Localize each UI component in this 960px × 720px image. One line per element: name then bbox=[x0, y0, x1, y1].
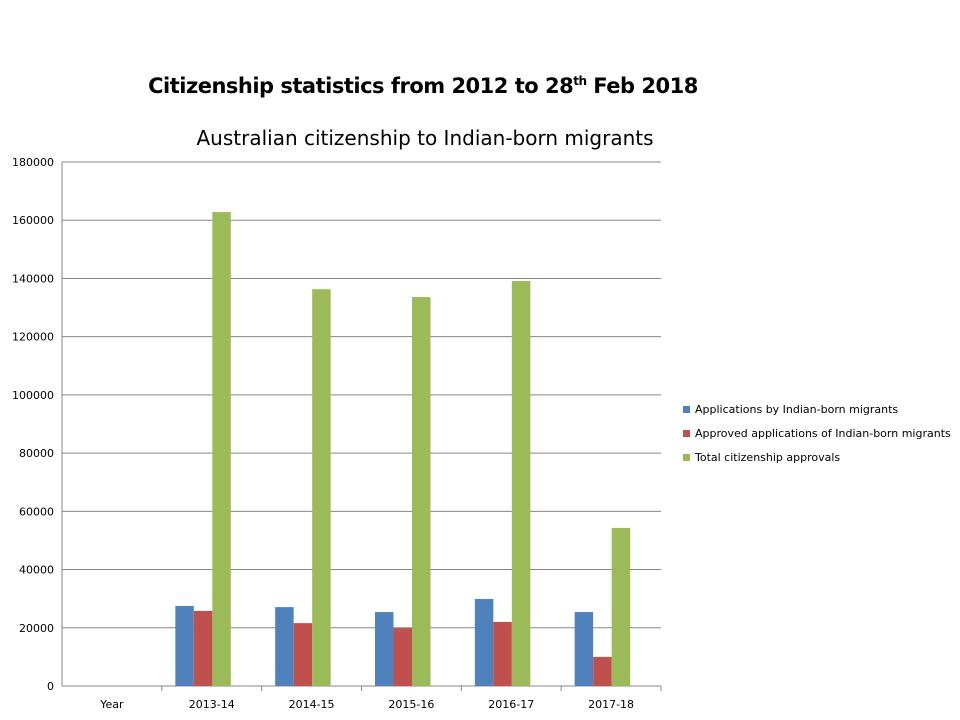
legend-swatch bbox=[683, 406, 690, 413]
y-tick-label: 0 bbox=[47, 680, 54, 693]
bar bbox=[375, 612, 394, 686]
legend-swatch bbox=[683, 454, 690, 461]
bar bbox=[393, 628, 412, 686]
legend-label: Approved applications of Indian-born mig… bbox=[695, 427, 951, 440]
bar bbox=[312, 289, 331, 686]
legend-item: Applications by Indian-born migrants bbox=[683, 403, 898, 416]
y-tick-label: 160000 bbox=[12, 214, 54, 227]
bar bbox=[293, 623, 313, 686]
x-tick-label: 2016-17 bbox=[488, 698, 534, 711]
bar bbox=[275, 607, 294, 686]
y-tick-label: 140000 bbox=[12, 272, 54, 285]
legend-label: Applications by Indian-born migrants bbox=[695, 403, 899, 416]
legend-item: Approved applications of Indian-born mig… bbox=[683, 427, 951, 440]
bar bbox=[611, 527, 631, 686]
y-tick-label: 100000 bbox=[12, 389, 54, 402]
x-tick-label: 2014-15 bbox=[289, 698, 335, 711]
y-tick-label: 40000 bbox=[19, 564, 54, 577]
chart-title: Australian citizenship to Indian-born mi… bbox=[196, 126, 654, 150]
x-tick-label: Year bbox=[99, 698, 124, 711]
bar bbox=[493, 621, 512, 686]
bar bbox=[193, 610, 213, 686]
bar bbox=[574, 612, 594, 686]
bar bbox=[412, 297, 431, 686]
bar bbox=[212, 212, 231, 686]
y-tick-label: 60000 bbox=[19, 505, 54, 518]
legend-swatch bbox=[683, 430, 690, 437]
legend-label: Total citizenship approvals bbox=[695, 451, 841, 464]
bar bbox=[593, 656, 612, 686]
x-tick-label: 2017-18 bbox=[588, 698, 634, 711]
bar bbox=[511, 281, 531, 686]
x-tick-label: 2015-16 bbox=[388, 698, 434, 711]
x-tick-label: 2013-14 bbox=[189, 698, 235, 711]
y-tick-label: 120000 bbox=[12, 331, 54, 344]
bar bbox=[474, 598, 494, 686]
slide-title: Citizenship statistics from 2012 to 28th… bbox=[148, 74, 698, 98]
bar bbox=[175, 605, 194, 686]
y-tick-label: 20000 bbox=[19, 622, 54, 635]
legend-item: Total citizenship approvals bbox=[683, 451, 840, 464]
y-tick-label: 80000 bbox=[19, 447, 54, 460]
y-tick-label: 180000 bbox=[12, 156, 54, 169]
